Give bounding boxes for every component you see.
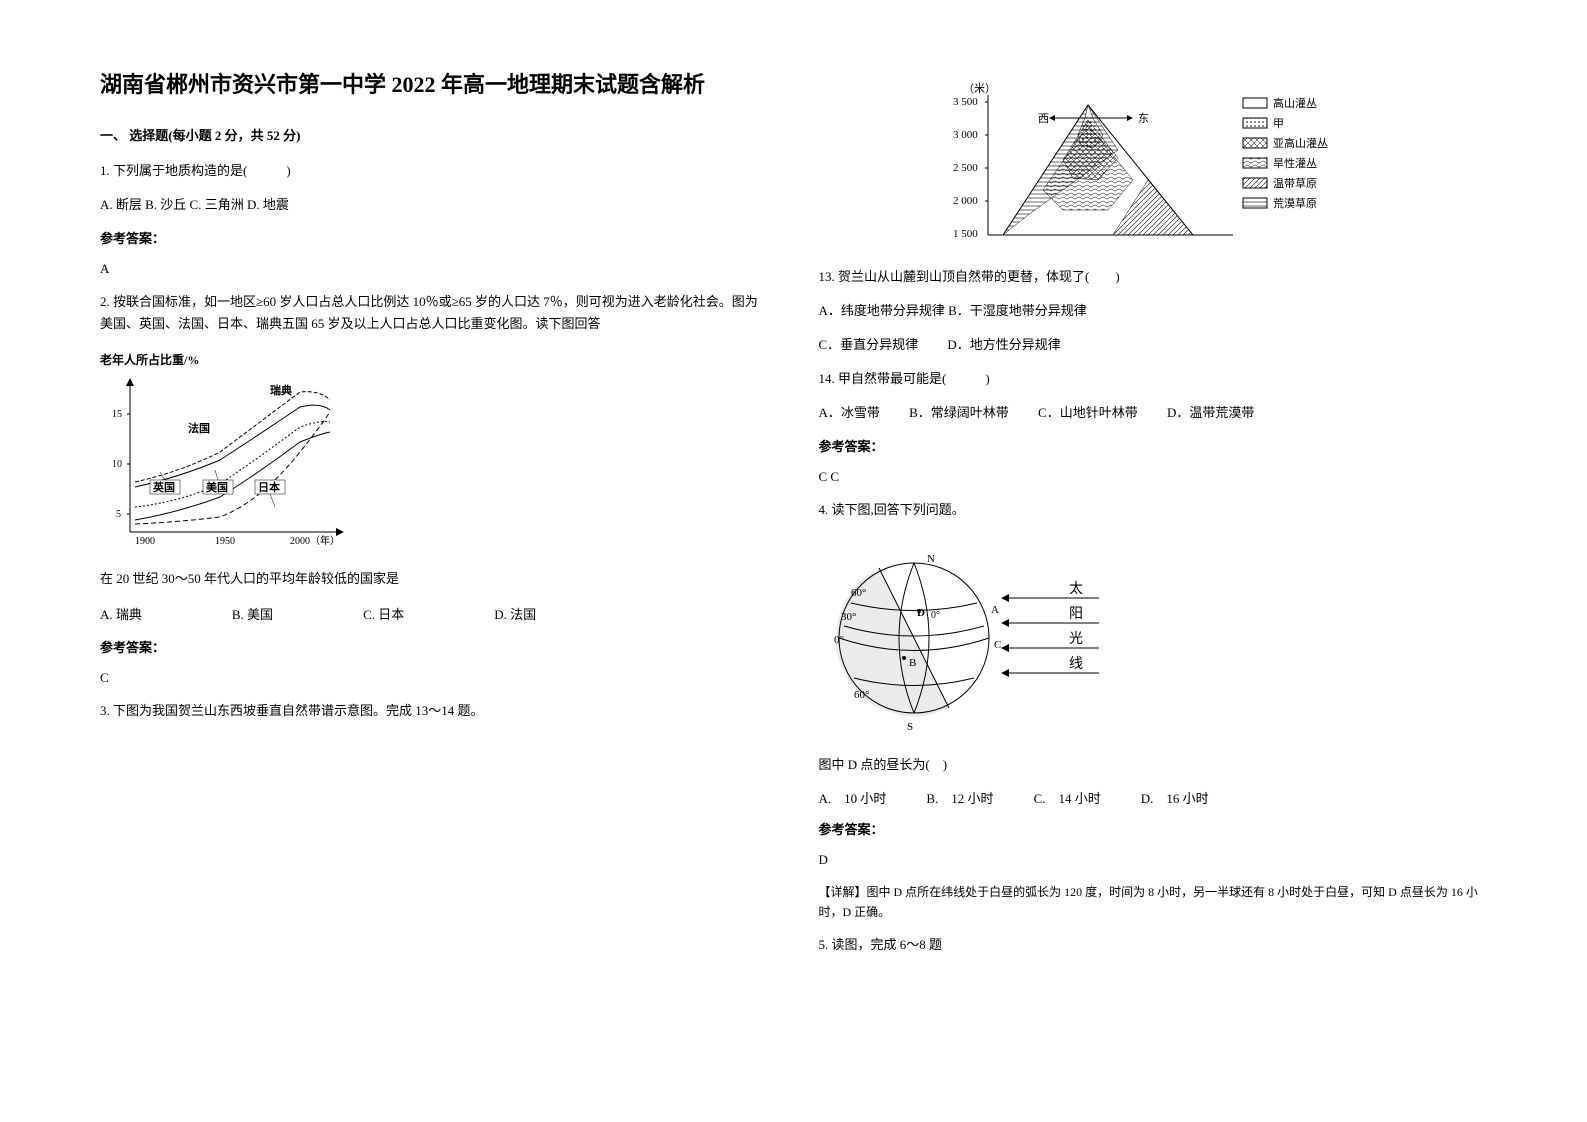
svg-text:东: 东	[1138, 112, 1149, 125]
q4-chart: N S 60° 30° 0° 60° D 0° A B C 太 阳 光 线	[819, 538, 1488, 738]
svg-text:旱性灌丛: 旱性灌丛	[1273, 156, 1317, 170]
svg-text:0°: 0°	[834, 634, 844, 646]
svg-text:A: A	[991, 604, 999, 616]
q4-ans-label: 参考答案：	[819, 819, 1488, 838]
page-title: 湖南省郴州市资兴市第一中学 2022 年高一地理期末试题含解析	[100, 70, 769, 101]
svg-text:1900: 1900	[135, 536, 155, 547]
svg-text:60°: 60°	[854, 689, 869, 701]
svg-text:温带草原: 温带草原	[1273, 177, 1317, 190]
svg-text:光: 光	[1069, 631, 1083, 647]
svg-text:美国: 美国	[206, 480, 228, 494]
right-column: （米） 3 500 3 000 2 500 2 000 1 500 西 东 高山…	[819, 70, 1488, 1082]
q4-sub: 图中 D 点的昼长为( )	[819, 754, 1488, 776]
q4-ans: D	[819, 852, 1488, 868]
svg-text:日本: 日本	[258, 480, 280, 494]
svg-text:N: N	[927, 553, 935, 565]
q1-ans: A	[100, 261, 769, 277]
svg-text:英国: 英国	[152, 480, 175, 494]
svg-text:2 000: 2 000	[953, 195, 978, 207]
q13-ab: A．纬度地带分异规律 B．干湿度地带分异规律	[819, 300, 1488, 322]
svg-text:S: S	[907, 721, 913, 733]
q4-opts: A. 10 小时 B. 12 小时 C. 14 小时 D. 16 小时	[819, 788, 1488, 807]
q2-optA: A. 瑞典	[100, 604, 142, 623]
q2-stem: 2. 按联合国标准，如一地区≥60 岁人口占总人口比例达 10％或≥65 岁的人…	[100, 291, 769, 335]
q5-stem: 5. 读图，完成 6～8 题	[819, 934, 1488, 956]
q1-ans-label: 参考答案：	[100, 228, 769, 247]
svg-text:2 500: 2 500	[953, 162, 978, 174]
q4-optB: B. 12 小时	[926, 788, 993, 807]
q2-sub: 在 20 世纪 30～50 年代人口的平均年龄较低的国家是	[100, 568, 769, 590]
svg-text:西: 西	[1038, 113, 1049, 125]
svg-text:3 000: 3 000	[953, 129, 978, 141]
q4-optC: C. 14 小时	[1034, 788, 1101, 807]
svg-text:B: B	[909, 657, 916, 669]
svg-text:0°: 0°	[931, 610, 940, 621]
q14-stem: 14. 甲自然带最可能是( )	[819, 368, 1488, 390]
svg-text:15: 15	[112, 409, 122, 420]
svg-text:3 500: 3 500	[953, 96, 978, 108]
svg-text:60°: 60°	[851, 587, 866, 599]
aging-line-chart: 5 10 15 1900 1950 2000（年） 瑞典 法国 英国 美国 日本	[100, 372, 360, 552]
q13-cd: C．垂直分异规律 D．地方性分异规律	[819, 334, 1488, 356]
svg-text:高山灌丛: 高山灌丛	[1273, 96, 1317, 110]
q2-chart-caption: 老年人所占比重/%	[100, 351, 769, 368]
svg-text:亚高山灌丛: 亚高山灌丛	[1273, 136, 1328, 150]
q1-stem: 1. 下列属于地质构造的是( )	[100, 160, 769, 182]
svg-text:1 500: 1 500	[953, 228, 978, 240]
q2-optD: D. 法国	[494, 604, 536, 623]
svg-text:30°: 30°	[841, 611, 856, 623]
svg-text:C: C	[994, 639, 1001, 651]
svg-text:法国: 法国	[188, 421, 210, 435]
section-heading: 一、 选择题(每小题 2 分，共 52 分)	[100, 125, 769, 144]
svg-text:阳: 阳	[1069, 606, 1083, 622]
q4-optA: A. 10 小时	[819, 788, 887, 807]
globe-diagram: N S 60° 30° 0° 60° D 0° A B C 太 阳 光 线	[819, 538, 1119, 738]
svg-text:太: 太	[1069, 581, 1083, 597]
q3-ans: C C	[819, 469, 1488, 485]
svg-text:2000（年）: 2000（年）	[290, 534, 340, 547]
q2-ans-label: 参考答案：	[100, 637, 769, 656]
q4-optD: D. 16 小时	[1141, 788, 1209, 807]
q2-ans: C	[100, 670, 769, 686]
svg-text:甲: 甲	[1273, 118, 1284, 130]
q1-opts: A. 断层 B. 沙丘 C. 三角洲 D. 地震	[100, 194, 769, 216]
svg-text:1950: 1950	[215, 536, 235, 547]
q2-opts: A. 瑞典 B. 美国 C. 日本 D. 法国	[100, 604, 769, 623]
q3-stem: 3. 下图为我国贺兰山东西坡垂直自然带谱示意图。完成 13～14 题。	[100, 700, 769, 722]
q2-optB: B. 美国	[232, 604, 273, 623]
svg-text:线: 线	[1069, 656, 1083, 672]
q4-stem: 4. 读下图,回答下列问题。	[819, 499, 1488, 521]
svg-text:5: 5	[116, 509, 121, 520]
svg-text:荒漠草原: 荒漠草原	[1273, 197, 1317, 210]
q3-ans-label: 参考答案：	[819, 436, 1488, 455]
q2-chart: 老年人所占比重/% 5 10 15 1900 1950 2000（年）	[100, 351, 769, 552]
left-column: 湖南省郴州市资兴市第一中学 2022 年高一地理期末试题含解析 一、 选择题(每…	[100, 70, 769, 1082]
q13-stem: 13. 贺兰山从山麓到山顶自然带的更替，体现了( )	[819, 266, 1488, 288]
q14-opts: A．冰雪带 B．常绿阔叶林带 C．山地针叶林带 D．温带荒漠带	[819, 402, 1488, 424]
q4-detail: 【详解】图中 D 点所在纬线处于白昼的弧长为 120 度，时间为 8 小时，另一…	[819, 882, 1488, 923]
mountain-zone-chart: （米） 3 500 3 000 2 500 2 000 1 500 西 东 高山…	[933, 80, 1373, 250]
q3-chart: （米） 3 500 3 000 2 500 2 000 1 500 西 东 高山…	[933, 80, 1373, 250]
svg-text:瑞典: 瑞典	[270, 383, 292, 397]
q2-optC: C. 日本	[363, 604, 404, 623]
svg-text:（米）: （米）	[963, 82, 996, 95]
svg-text:10: 10	[112, 459, 122, 470]
svg-text:D: D	[917, 607, 925, 619]
